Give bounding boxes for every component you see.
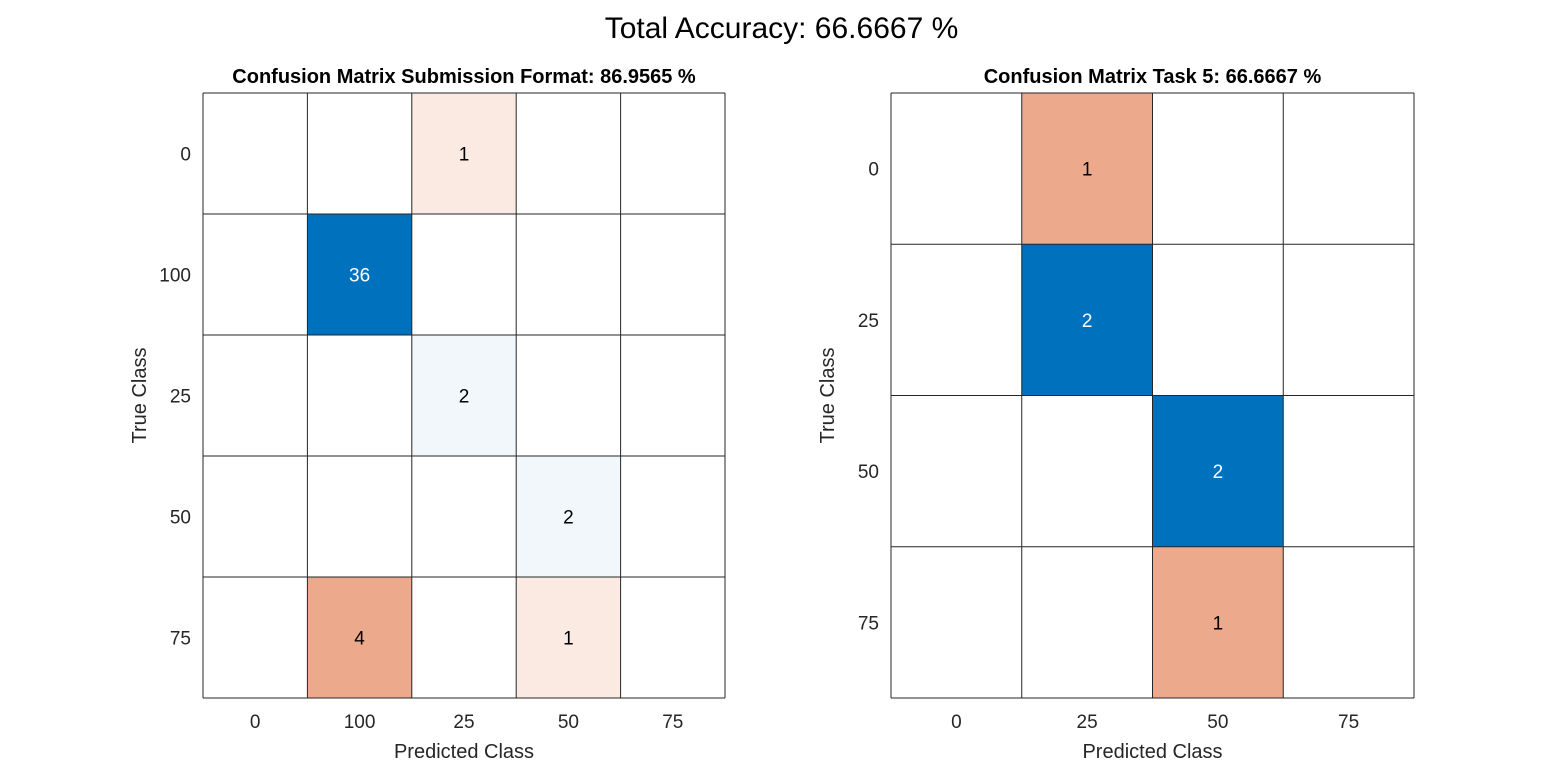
- x-tick-label: 75: [1338, 712, 1359, 733]
- cell-r0-c3: [1283, 93, 1414, 245]
- matrix-2: 1 2 2 1 0 25 50 75 0 25 50 75 Confusion Matrix Task …: [817, 66, 1415, 763]
- cell-value-r4-c3: 1: [563, 629, 574, 650]
- y-tick-label: 50: [858, 462, 879, 483]
- cell-r1-c1: [307, 214, 412, 335]
- cell-r3-c1: [307, 456, 412, 577]
- cell-value-r2-c2: 2: [459, 387, 470, 408]
- cell-r0-c3: [516, 93, 621, 214]
- cell-r2-c3: [516, 335, 621, 456]
- cell-r4-c3: [516, 577, 621, 698]
- cell-r0-c2: [1152, 93, 1284, 245]
- cell-r1-c0: [891, 244, 1022, 396]
- figure-title: Total Accuracy: 66.6667 %: [604, 12, 959, 45]
- cell-r1-c3: [516, 214, 621, 335]
- cell-value-r4-c1: 4: [354, 629, 365, 650]
- cell-r2-c1: [1021, 395, 1153, 547]
- matrix-title: Confusion Matrix Task 5: 66.6667 %: [984, 66, 1322, 88]
- y-tick-label: 25: [858, 311, 879, 332]
- x-tick-label: 75: [662, 712, 683, 733]
- y-axis-label: True Class: [129, 348, 151, 444]
- cell-r0-c1: [307, 93, 412, 214]
- y-tick-label: 50: [170, 508, 191, 529]
- cell-r3-c4: [620, 456, 725, 577]
- cell-r0-c4: [620, 93, 725, 214]
- cell-r3-c1: [1021, 546, 1153, 698]
- cell-r3-c3: [1283, 546, 1414, 698]
- cell-r1-c4: [620, 214, 725, 335]
- x-tick-label: 100: [344, 712, 376, 733]
- cell-r0-c2: [411, 93, 517, 214]
- x-axis-label: Predicted Class: [394, 741, 534, 763]
- cell-r1-c0: [203, 214, 308, 335]
- x-tick-label: 25: [1077, 712, 1098, 733]
- y-axis-label: True Class: [817, 348, 839, 444]
- cell-r0-c0: [203, 93, 308, 214]
- x-axis-label: Predicted Class: [1082, 741, 1222, 763]
- cell-r2-c4: [620, 335, 725, 456]
- cell-r3-c2: [411, 456, 517, 577]
- y-tick-label: 75: [170, 629, 191, 650]
- cell-value-r1-c1: 36: [349, 266, 370, 287]
- cell-r3-c3: [516, 456, 621, 577]
- cell-r3-c2: [1152, 546, 1284, 698]
- y-tick-label: 0: [868, 160, 879, 181]
- cell-r4-c1: [307, 577, 412, 698]
- cell-r1-c2: [411, 214, 517, 335]
- cell-value-r2-c2: 2: [1213, 462, 1224, 483]
- cell-r3-c0: [203, 456, 308, 577]
- cell-r4-c2: [411, 577, 517, 698]
- matrix-title: Confusion Matrix Submission Format: 86.9…: [232, 66, 696, 88]
- cell-r2-c0: [891, 395, 1022, 547]
- cell-r2-c0: [203, 335, 308, 456]
- cell-r2-c1: [307, 335, 412, 456]
- cell-value-r3-c3: 2: [563, 508, 574, 529]
- cell-r4-c4: [620, 577, 725, 698]
- cell-r3-c0: [891, 546, 1022, 698]
- x-tick-label: 0: [250, 712, 261, 733]
- y-tick-label: 100: [159, 266, 191, 287]
- y-tick-label: 25: [170, 387, 191, 408]
- cell-value-r3-c2: 1: [1213, 613, 1224, 634]
- y-tick-label: 75: [858, 613, 879, 634]
- cell-r4-c0: [203, 577, 308, 698]
- cell-r2-c3: [1283, 395, 1414, 547]
- x-tick-label: 25: [453, 712, 474, 733]
- matrix-1: 1 36 2 2 4 1 0 100 25 50 75 0 100 25 50 75 Confusion Mat…: [129, 66, 726, 763]
- cell-value-r1-c1: 2: [1082, 311, 1093, 332]
- cell-r2-c2: [1152, 395, 1284, 547]
- cell-r1-c1: [1021, 244, 1153, 396]
- x-tick-label: 0: [951, 712, 962, 733]
- cell-r2-c2: [411, 335, 517, 456]
- cell-r1-c2: [1152, 244, 1284, 396]
- y-tick-label: 0: [180, 145, 191, 166]
- cell-value-r0-c2: 1: [459, 145, 470, 166]
- x-tick-label: 50: [558, 712, 579, 733]
- cell-r0-c0: [891, 93, 1022, 245]
- cell-r0-c1: [1021, 93, 1153, 245]
- x-tick-label: 50: [1207, 712, 1228, 733]
- cell-r1-c3: [1283, 244, 1414, 396]
- cell-value-r0-c1: 1: [1082, 160, 1093, 181]
